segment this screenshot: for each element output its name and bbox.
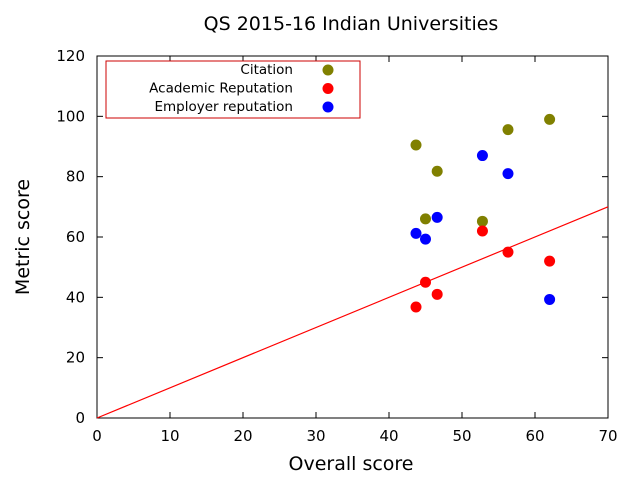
y-tick-label: 0: [75, 409, 85, 427]
x-tick-label: 50: [452, 427, 471, 445]
y-tick-label: 40: [66, 288, 85, 306]
data-point: [410, 227, 422, 239]
data-point: [431, 288, 443, 300]
y-tick-label: 80: [66, 168, 85, 186]
legend: Citation Academic Reputation Employer repu…: [105, 60, 361, 119]
data-point: [502, 168, 514, 180]
plot-area: 0 10 20 30 40 50 60 70 0 20 40 60 80 100 120: [56, 47, 617, 445]
x-tick-label: 40: [379, 427, 398, 445]
legend-marker: [322, 83, 334, 94]
x-tick-label: 10: [160, 427, 179, 445]
data-point: [476, 150, 488, 162]
data-point: [410, 139, 422, 151]
legend-label: Academic Reputation: [149, 81, 293, 97]
x-tick-label: 0: [92, 427, 102, 445]
x-tick-label: 20: [233, 427, 252, 445]
data-point: [476, 215, 488, 227]
y-tick-label: 60: [66, 228, 85, 246]
data-point: [476, 225, 488, 237]
data-point: [420, 233, 431, 245]
data-point: [410, 301, 422, 313]
legend-label: Citation: [240, 62, 293, 78]
series-0: [410, 113, 556, 227]
x-tick-label: 70: [598, 427, 617, 445]
legend-marker: [322, 101, 334, 113]
series-1: [410, 225, 556, 313]
data-point: [544, 293, 556, 305]
reference-line: [96, 206, 609, 419]
data-point: [544, 113, 556, 125]
chart-title: QS 2015-16 Indian Universities: [204, 13, 499, 35]
data-point: [431, 211, 443, 223]
data-point: [420, 213, 431, 225]
legend-label: Employer reputation: [154, 99, 293, 115]
data-point: [502, 124, 514, 136]
data-point: [420, 276, 431, 288]
legend-marker: [322, 64, 334, 76]
series-2: [410, 150, 556, 305]
y-tick-label: 100: [56, 107, 85, 125]
y-tick-label: 20: [66, 349, 85, 367]
x-axis-title: Overall score: [289, 453, 414, 475]
legend-box: [105, 60, 361, 119]
x-tick-label: 60: [525, 427, 544, 445]
data-point: [544, 255, 556, 267]
data-point: [431, 165, 443, 177]
y-tick-label: 120: [56, 47, 85, 65]
y-axis-title: Metric score: [12, 179, 34, 295]
x-tick-label: 30: [306, 427, 325, 445]
data-point: [502, 246, 514, 258]
